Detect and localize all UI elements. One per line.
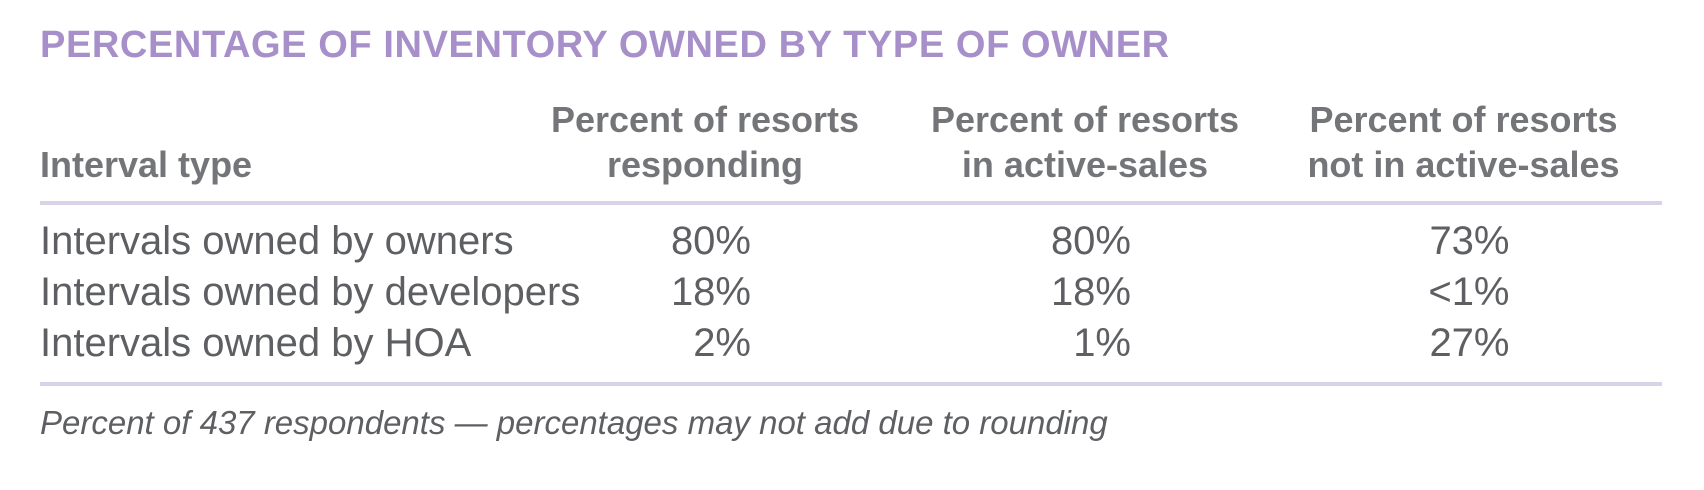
row-label: Intervals owned by owners <box>40 219 514 263</box>
cell-value-text: 18% <box>670 270 751 314</box>
table-figure: PERCENTAGE OF INVENTORY OWNED BY TYPE OF… <box>40 24 1662 441</box>
table-body: Intervals owned by owners 80% 80% 73% In… <box>40 203 1662 384</box>
column-header-line: responding <box>607 144 803 185</box>
cell-value: 18% <box>505 264 905 321</box>
cell-value-text: <1% <box>1428 270 1510 314</box>
table-row: Intervals owned by developers 18% 18% <1… <box>40 264 1662 321</box>
row-label: Intervals owned by HOA <box>40 321 472 365</box>
column-header-active-sales: Percent of resorts in active-sales <box>905 97 1265 203</box>
cell-value-text: 1% <box>1073 321 1131 365</box>
inventory-ownership-table: Interval type Percent of resorts respond… <box>40 97 1662 386</box>
cell-value: 80% <box>505 203 905 264</box>
column-header-line: Percent of resorts <box>550 99 860 140</box>
cell-value: 18% <box>905 264 1265 321</box>
cell-value-text: 80% <box>1050 219 1131 263</box>
cell-value-text: 2% <box>693 321 751 365</box>
column-header-line: in active-sales <box>961 144 1209 185</box>
footnote: Percent of 437 respondents — percentages… <box>40 404 1108 441</box>
cell-value: <1% <box>1265 264 1662 321</box>
cell-value-text: 73% <box>1429 219 1510 263</box>
cell-value: 27% <box>1265 321 1662 384</box>
table-header-row: Interval type Percent of resorts respond… <box>40 97 1662 203</box>
column-header-line: not in active-sales <box>1307 144 1620 185</box>
cell-value: 1% <box>905 321 1265 384</box>
table-header: Interval type Percent of resorts respond… <box>40 97 1662 203</box>
cell-value: 2% <box>505 321 905 384</box>
table-row: Intervals owned by HOA 2% 1% 27% <box>40 321 1662 384</box>
column-header-responding: Percent of resorts responding <box>505 97 905 203</box>
cell-value-text: 27% <box>1429 321 1510 365</box>
column-header-not-active-sales: Percent of resorts not in active-sales <box>1265 97 1662 203</box>
cell-value-text: 18% <box>1050 270 1131 314</box>
cell-value: 80% <box>905 203 1265 264</box>
cell-value: 73% <box>1265 203 1662 264</box>
column-header-line: Percent of resorts <box>1309 99 1618 140</box>
table-row: Intervals owned by owners 80% 80% 73% <box>40 203 1662 264</box>
cell-value-text: 80% <box>670 219 751 263</box>
row-label: Intervals owned by developers <box>40 270 581 314</box>
page-title: PERCENTAGE OF INVENTORY OWNED BY TYPE OF… <box>40 24 1170 66</box>
column-header-interval-type: Interval type <box>40 144 253 185</box>
column-header-line: Percent of resorts <box>930 99 1240 140</box>
